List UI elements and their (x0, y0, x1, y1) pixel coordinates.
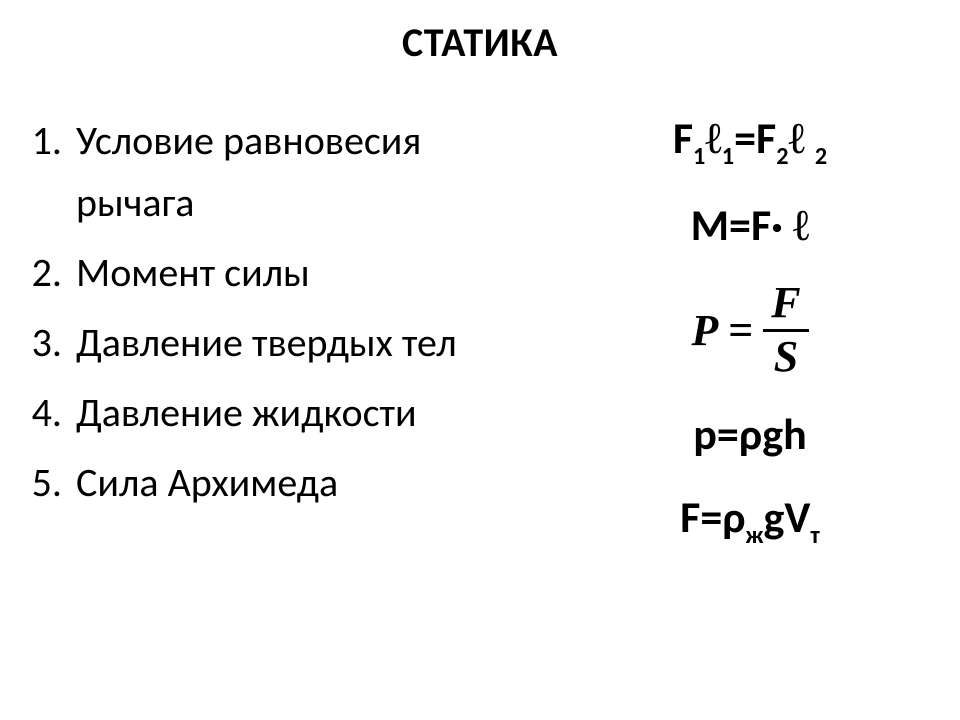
topic-list: 1. Условие равновесия рычага 2. Момент с… (10, 110, 530, 522)
sym-eq: = (700, 490, 722, 544)
sym-space (783, 198, 793, 252)
page-title: СТАТИКА (0, 18, 960, 67)
list-number: 1. (10, 110, 68, 172)
sym-ell: ℓ (788, 114, 805, 163)
sym-F: F (751, 198, 771, 252)
formula-moment: M=F· ℓ (691, 197, 810, 254)
sub-2: 2 (815, 142, 827, 171)
slide: СТАТИКА 1. Условие равновесия рычага 2. … (0, 0, 960, 720)
sub-1: 1 (722, 142, 734, 171)
sym-rho: ρ (739, 407, 762, 461)
formula-pressure-solid: P = F S (691, 280, 808, 379)
sym-ell: ℓ (705, 114, 722, 163)
list-text: Сила Архимеда (68, 452, 530, 514)
list-text: Момент силы (68, 242, 530, 304)
list-text: Условие равновесия рычага (68, 110, 530, 234)
sub-zh: ж (746, 521, 764, 550)
sym-g: g (763, 490, 784, 544)
sym-F: F (673, 111, 693, 165)
sym-eq: = (728, 302, 753, 359)
list-item: 1. Условие равновесия рычага (10, 110, 530, 234)
formula-lever: F1ℓ1=F2ℓ 2 (673, 110, 827, 171)
sym-F: F (680, 490, 700, 544)
list-item: 3. Давление твердых тел (10, 312, 530, 374)
formulas-column: F1ℓ1=F2ℓ 2 M=F· ℓ P = F S p=ρgh F=ρжgVт (560, 110, 940, 550)
sym-eq: = (734, 111, 756, 165)
sym-eq: = (729, 198, 751, 252)
list-item: 4. Давление жидкости (10, 382, 530, 444)
sym-dot: · (771, 198, 783, 252)
sym-g: g (762, 407, 783, 461)
fraction-numerator: F (763, 280, 808, 328)
sym-rho: ρ (722, 490, 745, 544)
sym-F: F (756, 111, 776, 165)
fraction-denominator: S (766, 332, 806, 380)
list-text: Давление жидкости (68, 382, 530, 444)
sym-V: V (784, 490, 810, 544)
list-number: 4. (10, 382, 68, 444)
list-number: 5. (10, 452, 68, 514)
list-number: 2. (10, 242, 68, 304)
list-number: 3. (10, 312, 68, 374)
formula-archimedes: F=ρжgVт (680, 489, 820, 550)
sym-p: p (693, 407, 717, 461)
sub-1: 1 (693, 142, 705, 171)
list-item: 2. Момент силы (10, 242, 530, 304)
sym-eq: = (717, 407, 739, 461)
fraction: F S (763, 280, 808, 379)
sym-h: h (783, 407, 807, 461)
sym-M: M (691, 198, 729, 252)
formula-pressure-liquid: p=ρgh (693, 406, 806, 463)
sym-P: P (691, 302, 718, 359)
list-text: Давление твердых тел (68, 312, 530, 374)
sym-ell: ℓ (793, 201, 810, 250)
list-item: 5. Сила Архимеда (10, 452, 530, 514)
sub-spacer (805, 111, 815, 165)
sub-t: т (810, 521, 819, 550)
sub-2: 2 (776, 142, 788, 171)
